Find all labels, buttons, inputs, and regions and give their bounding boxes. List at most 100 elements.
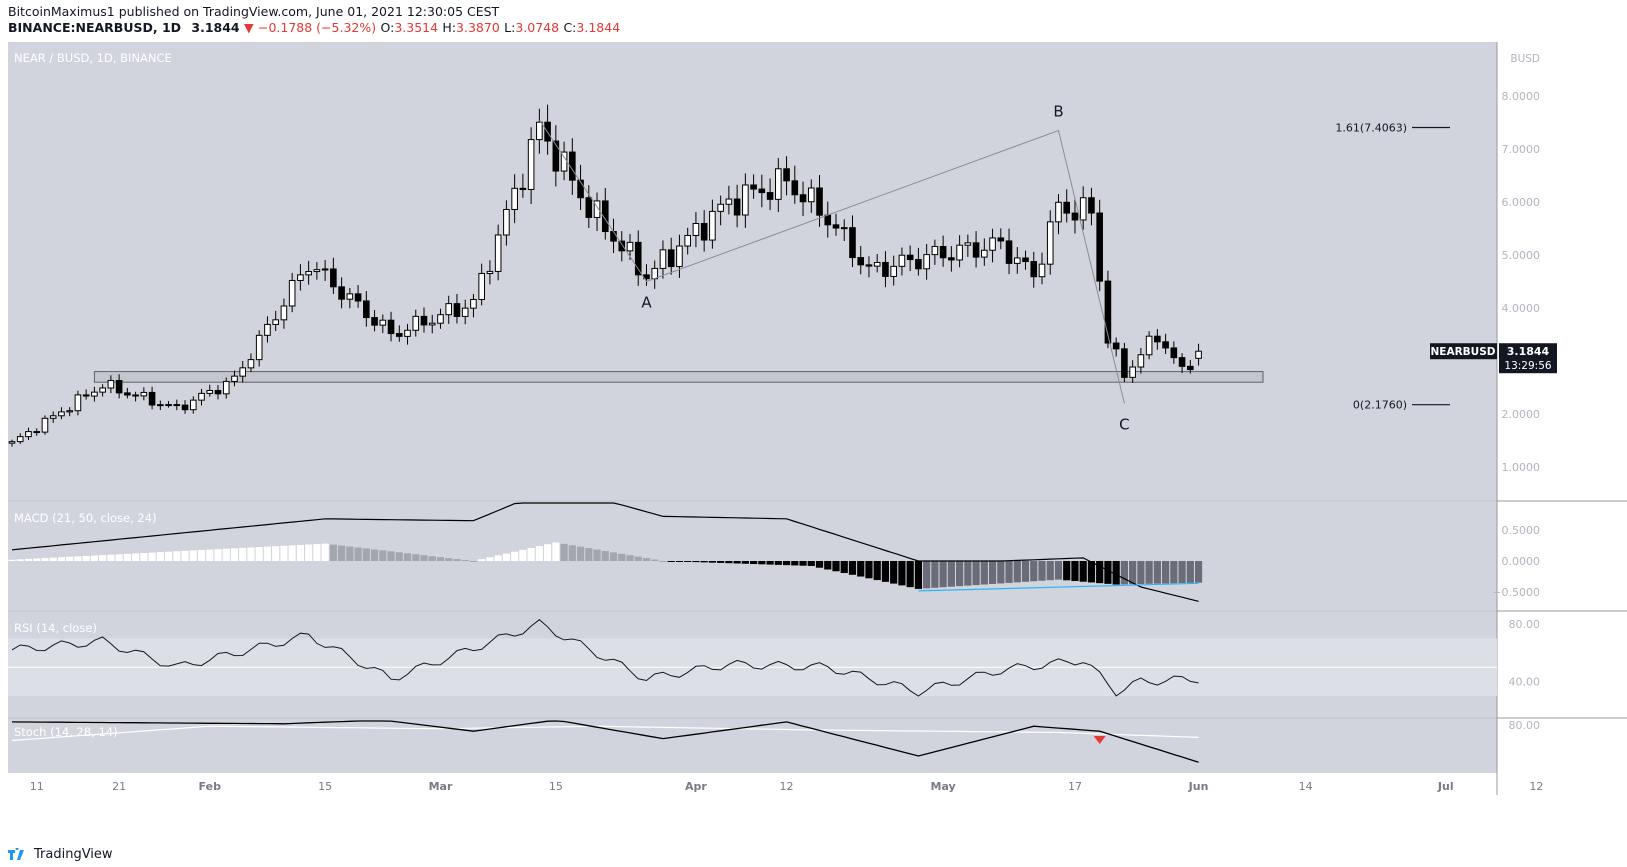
- macd-bar: [494, 555, 502, 561]
- candle-body: [1121, 348, 1128, 378]
- macd-bar: [906, 561, 914, 588]
- candle-body: [956, 244, 963, 261]
- candle-body: [297, 274, 304, 281]
- macd-bar: [1038, 561, 1046, 581]
- candle-body: [124, 392, 131, 396]
- candle-body: [659, 249, 667, 269]
- price-chart[interactable]: A B C 1.61(7.4063) 0(2.1760) NEAR / BUSD, 1D,…: [0, 42, 1627, 842]
- macd-bar: [338, 545, 346, 561]
- candle-body: [948, 257, 955, 261]
- macd-bar: [667, 561, 675, 562]
- macd-bar: [511, 551, 519, 561]
- candle-body: [404, 329, 411, 337]
- candle-body: [16, 436, 24, 443]
- macd-bar: [1145, 561, 1153, 584]
- candle-body: [742, 184, 749, 216]
- candle-body: [445, 303, 453, 316]
- candle-body: [148, 391, 156, 406]
- low-label: L:: [504, 20, 516, 35]
- macd-bar: [840, 561, 848, 574]
- macd-bar: [1104, 561, 1112, 584]
- macd-bar: [379, 550, 387, 561]
- macd-bar: [288, 545, 296, 561]
- candle-body: [1162, 341, 1169, 349]
- candle-body: [41, 417, 49, 433]
- macd-bar: [692, 561, 700, 563]
- change-arrow-icon: ▼: [244, 20, 254, 35]
- macd-bar: [750, 561, 758, 565]
- macd-bar: [1137, 561, 1145, 585]
- macd-bar: [568, 545, 576, 561]
- macd-bar: [247, 547, 255, 561]
- macd-bar: [41, 558, 49, 561]
- time-axis-label: 12: [780, 780, 794, 793]
- macd-bar: [1170, 561, 1178, 584]
- macd-bar: [230, 548, 239, 561]
- candle-body: [494, 234, 502, 272]
- macd-bar: [898, 561, 906, 586]
- candle-body: [1129, 366, 1136, 378]
- candle-body: [1170, 347, 1178, 359]
- macd-bar: [370, 549, 379, 561]
- high-value: 3.3870: [456, 20, 500, 35]
- macd-bar: [1194, 561, 1203, 583]
- wave-label-b: B: [1053, 102, 1063, 120]
- macd-bar: [1112, 561, 1120, 585]
- macd-bar: [931, 561, 939, 588]
- time-axis-label: 14: [1299, 780, 1313, 793]
- candle-body: [453, 303, 461, 317]
- macd-bar: [766, 561, 774, 565]
- candle-body: [338, 286, 345, 300]
- macd-bar: [997, 561, 1005, 584]
- rsi-axis-label: 80.00: [1509, 618, 1541, 631]
- candle-body: [1088, 197, 1095, 214]
- candle-body: [906, 254, 914, 261]
- candle-body: [478, 272, 485, 300]
- macd-bar: [461, 560, 469, 562]
- tradingview-logo-icon[interactable]: [8, 848, 28, 860]
- price-axis-label: 6.0000: [1502, 196, 1541, 209]
- macd-bar: [197, 550, 206, 561]
- candle-body: [140, 391, 148, 397]
- wave-label-c: C: [1119, 415, 1129, 433]
- macd-bar: [387, 551, 395, 561]
- candle-body: [799, 194, 807, 203]
- candle-body: [247, 359, 255, 369]
- candle-body: [552, 140, 560, 172]
- macd-bar: [865, 561, 873, 579]
- macd-bar: [659, 561, 667, 562]
- candle-body: [882, 261, 889, 277]
- macd-bar: [486, 557, 494, 561]
- macd-bar: [585, 548, 593, 561]
- candle-body: [1112, 342, 1120, 350]
- publisher-name[interactable]: BitcoinMaximus1: [8, 4, 115, 19]
- macd-bar: [857, 561, 865, 577]
- macd-bar: [939, 561, 947, 588]
- candle-body: [371, 317, 378, 326]
- last-price: 3.1844: [191, 20, 240, 35]
- stoch-d-line: [11, 725, 1199, 742]
- candle-body: [964, 242, 972, 246]
- symbol-badge-text: NEARBUSD: [1431, 346, 1496, 358]
- candle-body: [1005, 240, 1013, 264]
- candle-body: [395, 333, 403, 337]
- candle-body: [626, 241, 634, 252]
- footer-brand[interactable]: TradingView: [34, 846, 113, 862]
- candle-body: [857, 257, 865, 266]
- candle-body: [165, 404, 172, 407]
- macd-bar: [1186, 561, 1194, 583]
- candle-body: [330, 268, 337, 288]
- divergence-line: [918, 582, 1199, 592]
- symbol-label: BINANCE:NEARBUSD, 1D: [8, 20, 182, 35]
- candle-body: [997, 237, 1005, 242]
- candle-body: [264, 323, 271, 336]
- macd-bar: [774, 561, 782, 565]
- macd-bar: [626, 555, 634, 561]
- macd-bar: [980, 561, 988, 585]
- time-axis-label: 17: [1068, 780, 1082, 793]
- macd-bar: [49, 557, 57, 561]
- macd-bar: [914, 561, 922, 589]
- macd-bar: [453, 559, 461, 561]
- macd-histogram: [8, 542, 1203, 589]
- candle-body: [1046, 221, 1054, 265]
